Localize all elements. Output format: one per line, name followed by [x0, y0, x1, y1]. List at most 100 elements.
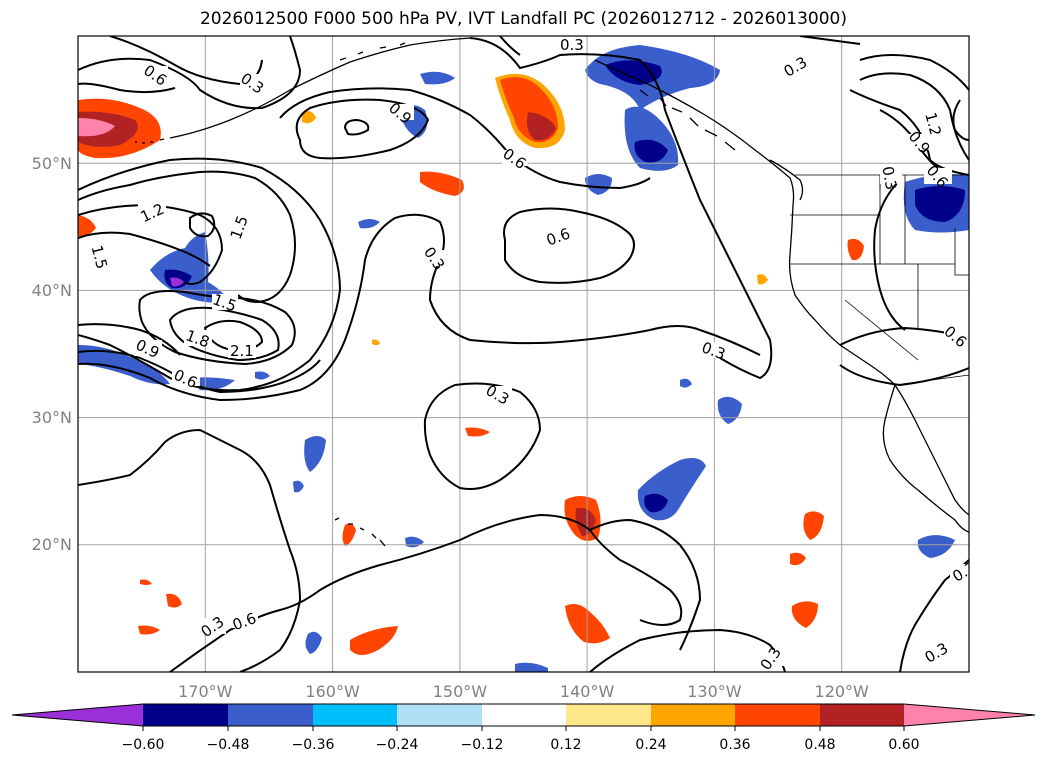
- lon-label-160w: 160°W: [305, 682, 360, 701]
- contour-0.6: [503, 207, 635, 284]
- colorbar-tick-label: −0.36: [292, 737, 335, 753]
- colorbar-tick-label: −0.24: [376, 737, 419, 753]
- positive-anomaly: [350, 626, 398, 655]
- contour-0.3: [873, 179, 906, 331]
- positive-anomaly: [803, 511, 824, 540]
- colorbar-segment: [313, 704, 397, 726]
- colorbar-segment: [482, 704, 566, 726]
- colorbar-tick-label: −0.12: [461, 737, 504, 753]
- contour-0.3: [499, 36, 761, 356]
- contour-0.9: [78, 323, 321, 394]
- positive-anomaly: [78, 215, 96, 237]
- colorbar-tick-label: −0.60: [122, 737, 165, 753]
- negative-anomaly: [585, 174, 612, 195]
- contour-label: 1.5: [87, 243, 111, 271]
- coastline: [135, 138, 165, 144]
- contour-0.6: [78, 157, 342, 392]
- colorbar-ticks: [142, 726, 905, 731]
- positive-anomaly: [495, 73, 565, 149]
- contour-2.1: [203, 319, 264, 352]
- positive-anomaly: [138, 625, 160, 635]
- negative-anomaly: [304, 436, 326, 472]
- contour-1.5: [952, 99, 969, 141]
- negative-anomaly: [637, 458, 706, 521]
- lon-label-130w: 130°W: [687, 682, 742, 701]
- state-border: [790, 175, 969, 361]
- contour-label: 0.3: [878, 165, 900, 192]
- anomaly-shading: [78, 45, 969, 672]
- lat-label-20n: 20°N: [32, 535, 72, 554]
- map-title: 2026012500 F000 500 hPa PV, IVT Landfall…: [199, 9, 847, 29]
- positive-anomaly: [140, 579, 152, 585]
- contour-0.3: [423, 382, 542, 490]
- positive-anomaly: [78, 98, 161, 159]
- colorbar-segment: [397, 704, 482, 726]
- latitude-labels: 20°N 30°N 40°N 50°N: [32, 154, 72, 554]
- coastline: [334, 517, 386, 547]
- coastline: [917, 489, 969, 533]
- lon-label-140w: 140°W: [560, 682, 615, 701]
- coastline: [788, 204, 896, 386]
- contour-1.5: [189, 212, 216, 238]
- map-frame: [77, 35, 970, 673]
- coastlines: [135, 37, 969, 547]
- colorbar-tick-label: 0.36: [719, 737, 750, 753]
- contour-1.2: [859, 54, 969, 161]
- colorbar-segment: [904, 704, 1035, 726]
- contour-0.3: [169, 513, 683, 672]
- coastline: [339, 42, 406, 61]
- contour-0.3: [469, 37, 773, 380]
- colorbar: −0.60 −0.48 −0.36 −0.24 −0.12 0.12 0.24 …: [11, 703, 1036, 753]
- lon-label-150w: 150°W: [433, 682, 488, 701]
- negative-anomaly: [420, 71, 455, 85]
- contour-0.3: [78, 428, 302, 672]
- contour-0.9: [295, 98, 430, 160]
- contour-label: 1.2: [921, 110, 945, 138]
- positive-anomaly: [465, 427, 490, 437]
- negative-anomaly: [680, 378, 692, 388]
- positive-anomaly: [302, 110, 316, 124]
- contour-label: 2.1: [230, 342, 254, 360]
- colorbar-segment: [651, 704, 735, 726]
- longitude-labels: 170°W 160°W 150°W 140°W 130°W 120°W: [178, 682, 869, 701]
- positive-anomaly: [790, 552, 806, 566]
- gridlines: [78, 36, 969, 672]
- lat-label-40n: 40°N: [32, 281, 72, 300]
- colorbar-tick-label: 0.60: [888, 737, 919, 753]
- negative-anomaly: [515, 662, 548, 672]
- coastline: [769, 159, 804, 201]
- coastline: [594, 59, 795, 206]
- lat-label-50n: 50°N: [32, 154, 72, 173]
- positive-anomaly: [166, 593, 182, 608]
- positive-anomaly: [342, 523, 356, 546]
- negative-anomaly: [305, 631, 322, 654]
- negative-anomaly: [917, 535, 955, 558]
- contour-0.3: [799, 36, 861, 45]
- contour-0.6: [279, 87, 651, 190]
- map-area: 0.6 0.3 0.9 0.6 0.3 1.2 1.5 1.5 1.5 0.6 …: [78, 36, 969, 672]
- coastline: [894, 384, 969, 516]
- contour-label: 0.3: [560, 36, 584, 54]
- positive-anomaly: [372, 339, 380, 345]
- coastline: [169, 37, 471, 139]
- colorbar-tick-label: 0.24: [635, 737, 666, 753]
- contour-1.5: [78, 231, 211, 267]
- colorbar-segment: [735, 704, 820, 726]
- lat-label-30n: 30°N: [32, 408, 72, 427]
- lon-label-170w: 170°W: [178, 682, 233, 701]
- positive-anomaly: [791, 601, 818, 628]
- negative-anomaly: [150, 232, 228, 303]
- negative-anomaly: [903, 174, 969, 233]
- contour-1.2: [343, 118, 370, 136]
- negative-anomaly: [358, 219, 380, 229]
- lon-label-120w: 120°W: [815, 682, 870, 701]
- positive-anomaly: [847, 238, 864, 261]
- colorbar-segment: [12, 704, 143, 726]
- contour-0.3: [589, 518, 702, 651]
- colorbar-segment: [566, 704, 651, 726]
- colorbar-tick-label: −0.48: [207, 737, 250, 753]
- contour-0.3: [78, 213, 651, 402]
- positive-anomaly: [420, 171, 464, 196]
- negative-anomaly: [293, 480, 304, 493]
